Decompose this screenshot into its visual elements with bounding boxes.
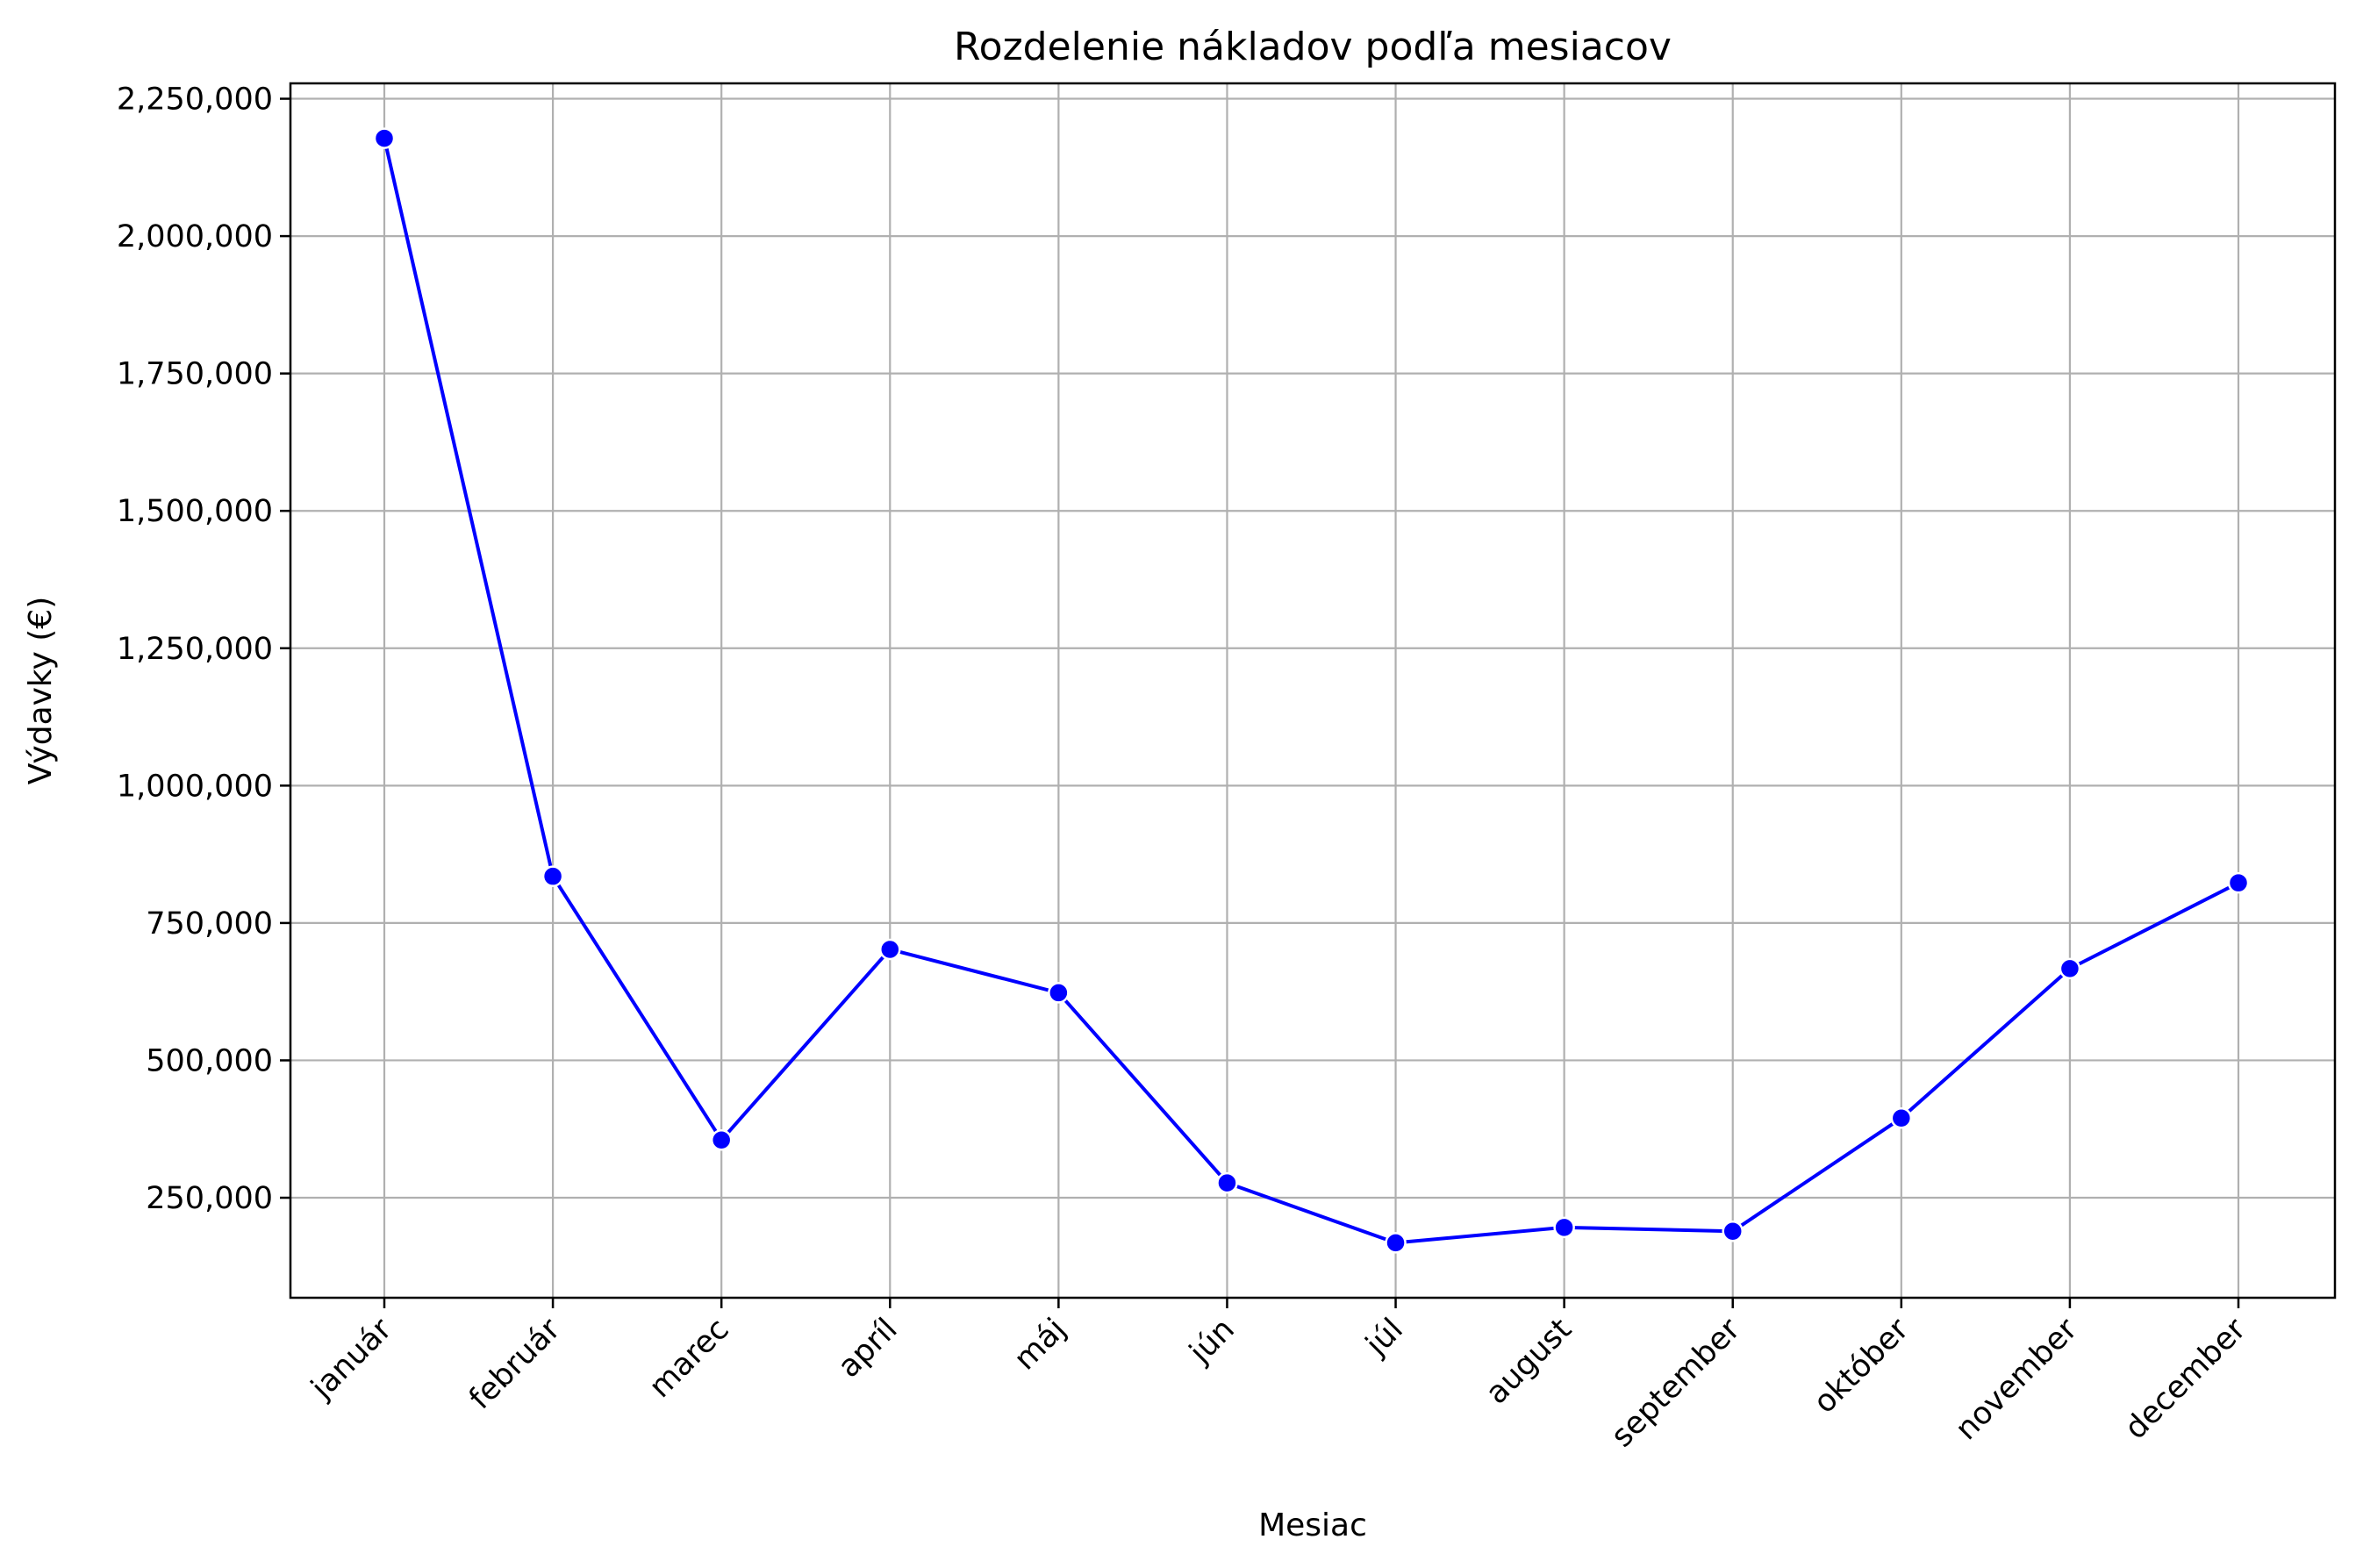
data-point (1890, 1106, 1913, 1129)
data-point (2227, 871, 2250, 894)
data-point (1216, 1171, 1238, 1194)
plot-frame (289, 82, 2337, 1300)
y-tick-label: 1,500,000 (117, 494, 273, 529)
y-tick-label: 2,250,000 (117, 82, 273, 118)
series-layer (373, 127, 2250, 1254)
data-point (710, 1129, 733, 1151)
data-point (541, 865, 564, 887)
data-point (2059, 957, 2081, 980)
series-line (383, 138, 2239, 1245)
x-axis-label: Mesiac (1258, 1507, 1367, 1543)
y-tick-label: 1,250,000 (117, 632, 273, 667)
grid-lines (290, 83, 2335, 1298)
y-tick-label: 750,000 (146, 906, 273, 942)
data-point (1722, 1220, 1744, 1242)
y-tick-label: 500,000 (146, 1043, 273, 1078)
data-point (1048, 982, 1070, 1004)
data-point (1385, 1232, 1407, 1254)
data-point (373, 127, 396, 149)
y-tick-label: 1,000,000 (117, 769, 273, 804)
chart-title: Rozdelenie nákladov podľa mesiacov (954, 25, 1672, 69)
data-point (879, 938, 901, 961)
y-tick-label: 1,750,000 (117, 357, 273, 392)
data-point (1553, 1216, 1575, 1239)
y-tick-label: 2,000,000 (117, 219, 273, 254)
y-axis-label: Výdavky (€) (23, 597, 59, 785)
y-tick-label: 250,000 (146, 1181, 273, 1216)
